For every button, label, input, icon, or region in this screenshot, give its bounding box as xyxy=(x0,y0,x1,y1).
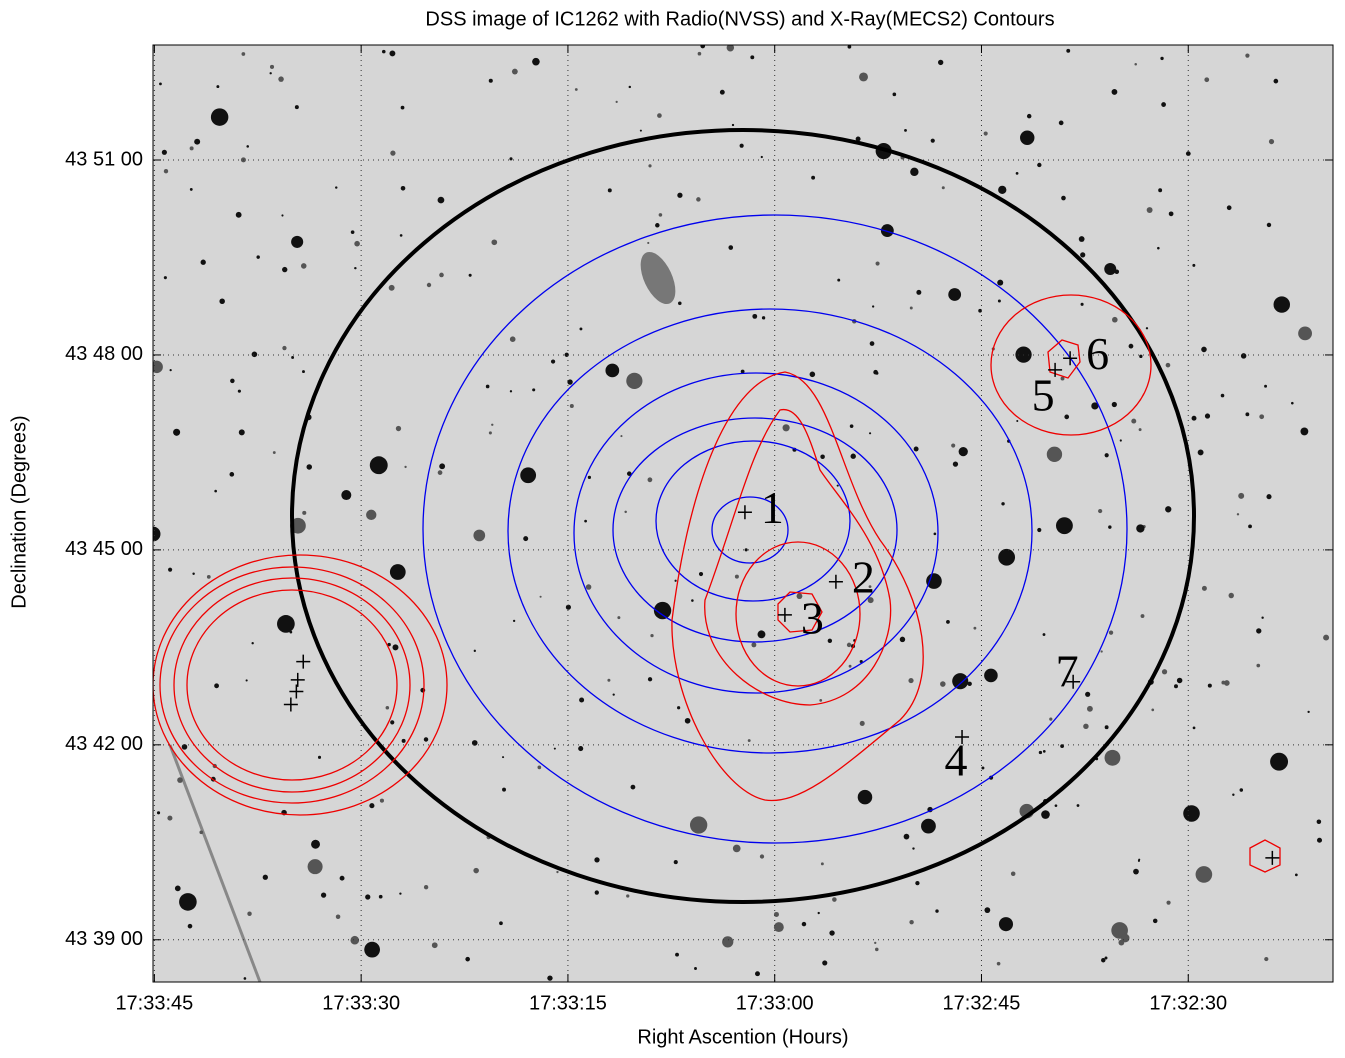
x-tick-label: 17:32:45 xyxy=(943,992,1021,1014)
x-tick-label: 17:33:00 xyxy=(736,992,814,1014)
chart-title: DSS image of IC1262 with Radio(NVSS) and… xyxy=(425,8,1054,30)
x-axis-label: Right Ascention (Hours) xyxy=(637,1026,848,1048)
y-axis-label: Declination (Degrees) xyxy=(8,415,30,608)
source-label: 5 xyxy=(1032,369,1055,420)
y-tick-label: 43 51 00 xyxy=(65,148,143,170)
x-tick-label: 17:33:15 xyxy=(529,992,607,1014)
y-tick-label: 43 48 00 xyxy=(65,343,143,365)
source-label: 1 xyxy=(761,482,784,533)
x-tick-label: 17:33:45 xyxy=(115,992,193,1014)
source-label: 3 xyxy=(801,592,824,643)
source-label: 2 xyxy=(852,551,875,602)
y-tick-label: 43 39 00 xyxy=(65,928,143,950)
y-tick-label: 43 42 00 xyxy=(65,733,143,755)
source-label: 7 xyxy=(1056,645,1079,696)
source-label: 4 xyxy=(945,735,968,786)
source-label: 6 xyxy=(1086,328,1109,379)
y-tick-label: 43 45 00 xyxy=(65,538,143,560)
chart: 1 23 4 56 7 DSS image of IC1262 with Radio(N… xyxy=(0,0,1345,1053)
x-tick-label: 17:32:30 xyxy=(1149,992,1227,1014)
x-tick-label: 17:33:30 xyxy=(322,992,400,1014)
